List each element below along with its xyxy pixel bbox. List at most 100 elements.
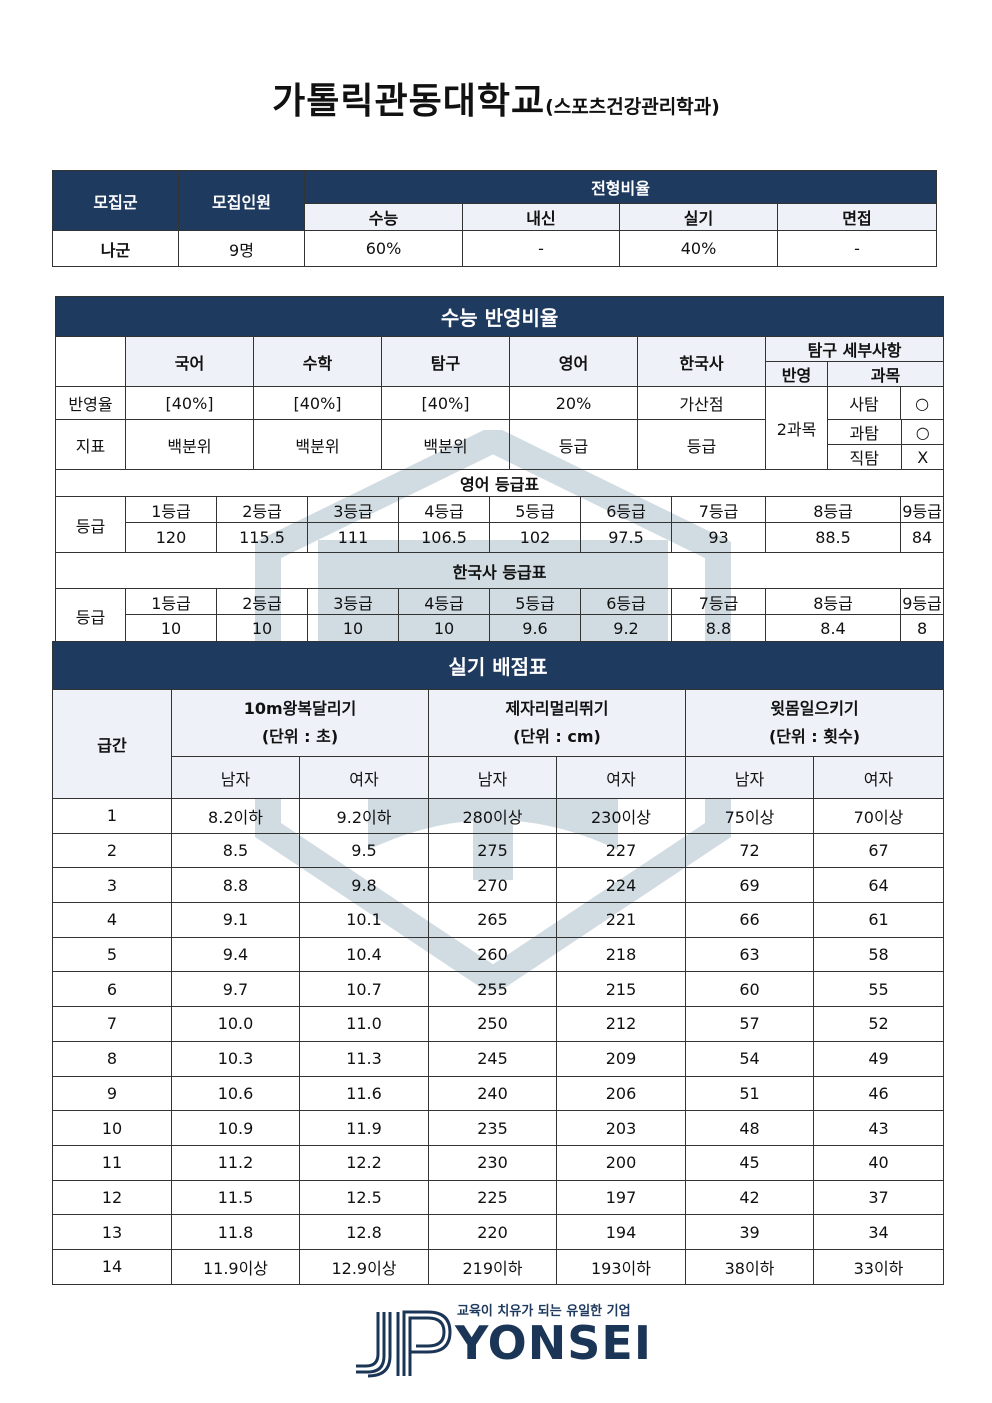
tamgu-reflect-value: 2과목 — [765, 386, 828, 470]
score-cell: 255 — [428, 971, 557, 1008]
score-cell: 12.2 — [299, 1144, 429, 1181]
admission-table: 모집군 모집인원 전형비율 수능 내신 실기 면접 나군 9명 60% - 40… — [52, 170, 938, 267]
subject-history: 한국사 — [637, 336, 766, 387]
table-row: 1 8.2이하 9.2이하 280이상 230이상 75이상 70이상 — [52, 798, 944, 834]
english-score-3: 111 — [307, 522, 399, 553]
table-row: 7 10.0 11.0 250 212 57 52 — [52, 1006, 944, 1042]
score-cell: 12.5 — [299, 1179, 429, 1216]
score-cell: 60 — [685, 971, 814, 1008]
score-cell: 200 — [556, 1144, 686, 1181]
score-cell: 8.5 — [171, 832, 300, 869]
table-row: 11 11.2 12.2 230 200 45 40 — [52, 1144, 944, 1181]
history-grade-label: 등급 — [55, 588, 126, 643]
rate-tamgu: [40%] — [381, 386, 510, 420]
tamgu-item-social: 사탐 — [827, 386, 901, 420]
subject-tamgu: 탐구 — [381, 336, 510, 387]
score-cell: 9.5 — [299, 832, 429, 869]
table-row: 12 11.5 12.5 225 197 42 37 — [52, 1179, 944, 1216]
score-cell: 33이하 — [813, 1248, 944, 1285]
score-cell: 275 — [428, 832, 557, 869]
history-score-4: 10 — [398, 614, 490, 643]
score-cell: 10.7 — [299, 971, 429, 1008]
tamgu-item-vocational: 직탐 — [828, 444, 902, 469]
english-grade-5: 5등급 — [489, 496, 581, 523]
table-row: 4 9.1 10.1 265 221 66 61 — [52, 902, 944, 938]
table-row: 3 8.8 9.8 270 224 69 64 — [52, 867, 944, 904]
score-cell: 69 — [685, 867, 814, 904]
score-cell: 218 — [556, 936, 686, 973]
score-cell: 12.9이상 — [299, 1248, 429, 1285]
score-cell: 58 — [813, 936, 944, 973]
history-grade-5: 5등급 — [489, 588, 581, 615]
score-cell: 193이하 — [556, 1248, 686, 1285]
grade-cell: 13 — [52, 1214, 172, 1250]
suneung-table: 수능 반영비율 국어 수학 탐구 영어 한국사 탐구 세부사항 반영 과목 반영… — [54, 296, 945, 643]
gender-male: 남자 — [428, 756, 557, 799]
gender-female: 여자 — [556, 756, 686, 799]
english-grade-9: 9등급 — [899, 496, 945, 523]
score-cell: 260 — [428, 936, 557, 973]
history-grade-8: 8등급 — [765, 588, 901, 615]
ratio-col-naesin: 내신 — [462, 203, 620, 231]
table-row: 2 8.5 9.5 275 227 72 67 — [52, 832, 944, 869]
grade-cell: 10 — [52, 1110, 172, 1146]
index-korean: 백분위 — [125, 419, 254, 470]
score-cell: 9.2이하 — [299, 798, 429, 834]
event-long-jump-unit: (단위 : cm) — [513, 727, 601, 746]
grade-cell: 2 — [52, 832, 172, 869]
history-grade-2: 2등급 — [216, 588, 308, 615]
score-cell: 11.0 — [299, 1006, 429, 1042]
score-cell: 66 — [685, 902, 814, 938]
score-cell: 10.3 — [171, 1040, 300, 1077]
grade-cell: 12 — [52, 1179, 172, 1216]
grade-cell: 3 — [52, 867, 172, 904]
rate-history: 가산점 — [637, 386, 766, 420]
score-cell: 11.3 — [299, 1040, 429, 1077]
score-cell: 209 — [556, 1040, 686, 1077]
score-cell: 37 — [813, 1179, 944, 1216]
history-score-9: 8 — [899, 614, 945, 643]
event-situps: 윗몸일으키기 (단위 : 횟수) — [685, 689, 944, 757]
grade-cell: 6 — [52, 971, 172, 1008]
row-label-index: 지표 — [55, 419, 126, 470]
history-score-5: 9.6 — [489, 614, 581, 643]
score-cell: 54 — [685, 1040, 814, 1077]
table-row: 6 9.7 10.7 255 215 60 55 — [52, 971, 944, 1008]
score-cell: 55 — [813, 971, 944, 1008]
english-grade-3: 3등급 — [307, 496, 399, 523]
score-cell: 46 — [813, 1075, 944, 1112]
english-score-8: 88.5 — [765, 522, 901, 553]
score-cell: 9.8 — [299, 867, 429, 904]
score-cell: 230 — [428, 1144, 557, 1181]
score-cell: 265 — [428, 902, 557, 938]
score-cell: 230이상 — [556, 798, 686, 834]
score-cell: 10.9 — [171, 1110, 300, 1146]
score-cell: 63 — [685, 936, 814, 973]
score-cell: 49 — [813, 1040, 944, 1077]
subject-math: 수학 — [253, 336, 382, 387]
row-ratio-naesin: - — [462, 230, 620, 267]
history-grade-6: 6등급 — [580, 588, 672, 615]
score-cell: 9.7 — [171, 971, 300, 1008]
grade-cell: 5 — [52, 936, 172, 973]
subject-korean: 국어 — [125, 336, 254, 387]
score-cell: 52 — [813, 1006, 944, 1042]
department-name: (스포츠건강관리학과) — [545, 96, 720, 118]
score-cell: 57 — [685, 1006, 814, 1042]
grade-cell: 7 — [52, 1006, 172, 1042]
index-history: 등급 — [637, 419, 766, 470]
tamgu-detail-title: 탐구 세부사항 — [764, 336, 945, 362]
history-grade-9: 9등급 — [899, 588, 945, 615]
score-cell: 212 — [556, 1006, 686, 1042]
tamgu-col-subject: 과목 — [826, 361, 945, 387]
grade-cell: 4 — [52, 902, 172, 938]
index-english: 등급 — [509, 419, 638, 470]
score-cell: 48 — [685, 1110, 814, 1146]
english-score-5: 102 — [489, 522, 581, 553]
score-cell: 203 — [556, 1110, 686, 1146]
score-cell: 72 — [685, 832, 814, 869]
score-cell: 51 — [685, 1075, 814, 1112]
score-cell: 45 — [685, 1144, 814, 1181]
score-cell: 215 — [556, 971, 686, 1008]
score-cell: 206 — [556, 1075, 686, 1112]
